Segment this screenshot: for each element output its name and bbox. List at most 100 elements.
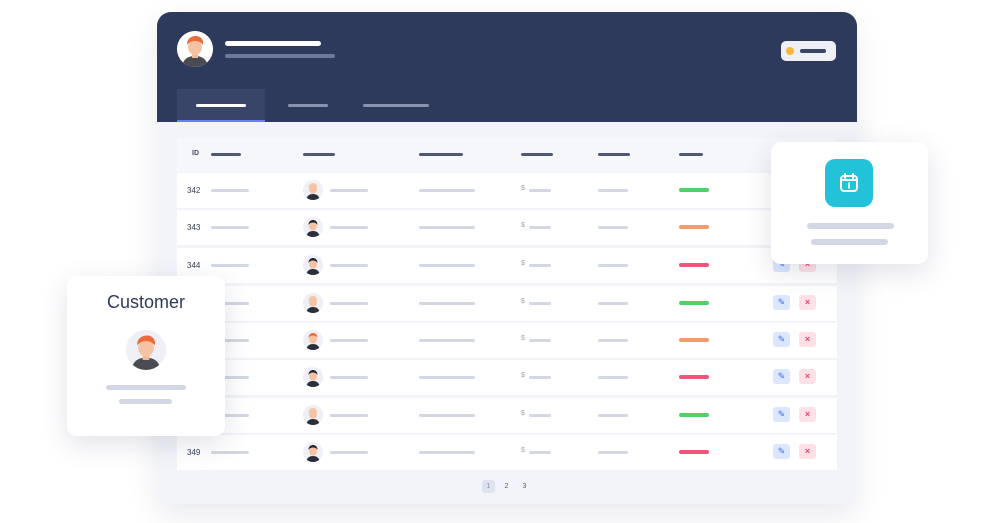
currency-symbol: $ [521, 372, 525, 379]
tab-label-placeholder [288, 104, 328, 107]
row-avatar [303, 405, 323, 425]
cell-placeholder [419, 414, 475, 417]
status-label-placeholder [800, 49, 826, 53]
cell-placeholder [598, 302, 628, 305]
cell-placeholder [211, 189, 249, 192]
cell-placeholder [419, 264, 475, 267]
edit-button[interactable]: ✎ [773, 444, 790, 459]
header-title-placeholder [225, 41, 321, 46]
close-icon: × [804, 371, 811, 381]
status-indicator [679, 375, 709, 379]
page-3-button[interactable]: 3 [522, 483, 527, 490]
table-row[interactable]: $ ✎ × [177, 323, 837, 358]
cell-placeholder [211, 302, 249, 305]
user-avatar[interactable] [177, 31, 213, 67]
pencil-icon: ✎ [777, 259, 786, 269]
cell-placeholder [598, 414, 628, 417]
cell-placeholder [330, 376, 368, 379]
delete-button[interactable]: × [799, 407, 816, 422]
row-avatar [303, 217, 323, 237]
calendar-icon [825, 159, 873, 207]
cell-placeholder [419, 302, 475, 305]
customer-card[interactable]: Customer [67, 276, 225, 436]
app-header [157, 12, 857, 122]
cell-placeholder [529, 451, 551, 454]
delete-button[interactable]: × [799, 332, 816, 347]
tab-1[interactable] [177, 89, 265, 122]
currency-symbol: $ [521, 335, 525, 342]
column-header[interactable] [303, 153, 335, 156]
table-row[interactable]: $ ✎ × [177, 360, 837, 395]
cell-placeholder [211, 451, 249, 454]
calendar-card[interactable] [771, 142, 928, 264]
pencil-icon: ✎ [777, 297, 786, 307]
row-id: 349 [187, 448, 201, 457]
customer-avatar [126, 330, 166, 370]
page-2-button[interactable]: 2 [504, 483, 509, 490]
table-row[interactable]: 342$✎× [177, 173, 837, 208]
cell-placeholder [419, 226, 475, 229]
status-indicator [679, 450, 709, 454]
cell-placeholder [330, 264, 368, 267]
table-row[interactable]: $ ✎ × [177, 286, 837, 321]
user-avatar-image [177, 31, 213, 67]
dashboard-window: ID 342$✎×343$✎×344$✎×$✎×$✎×$✎×$✎×349$✎× … [157, 12, 857, 504]
currency-symbol: $ [521, 222, 525, 229]
close-icon: × [804, 446, 811, 456]
delete-button[interactable]: × [799, 295, 816, 310]
cell-placeholder [598, 189, 628, 192]
close-icon: × [804, 259, 811, 269]
calendar-title-placeholder [807, 223, 894, 229]
edit-button[interactable]: ✎ [773, 332, 790, 347]
cell-placeholder [211, 264, 249, 267]
delete-button[interactable]: × [799, 444, 816, 459]
status-pill[interactable] [781, 41, 836, 61]
currency-symbol: $ [521, 447, 525, 454]
currency-symbol: $ [521, 185, 525, 192]
currency-symbol: $ [521, 298, 525, 305]
tab-3[interactable] [349, 89, 459, 122]
table-row[interactable]: 343$✎× [177, 210, 837, 245]
cell-placeholder [211, 376, 249, 379]
page-1-button[interactable]: 1 [482, 480, 495, 493]
row-avatar [303, 330, 323, 350]
currency-symbol: $ [521, 260, 525, 267]
cell-placeholder [529, 376, 551, 379]
delete-button[interactable]: × [799, 369, 816, 384]
status-indicator [679, 225, 709, 229]
edit-button[interactable]: ✎ [773, 407, 790, 422]
pagination: 1 2 3 [157, 478, 857, 494]
calendar-detail-placeholder [811, 239, 888, 245]
row-avatar [303, 255, 323, 275]
row-id: 344 [187, 261, 201, 270]
column-header[interactable] [419, 153, 463, 156]
cell-placeholder [330, 302, 368, 305]
currency-symbol: $ [521, 410, 525, 417]
cell-placeholder [598, 264, 628, 267]
cell-placeholder [529, 414, 551, 417]
column-header-id: ID [192, 150, 199, 157]
cell-placeholder [330, 189, 368, 192]
row-avatar [303, 442, 323, 462]
tab-label-placeholder [196, 104, 246, 107]
table-row[interactable]: 349 $ ✎ × [177, 435, 837, 470]
status-indicator [679, 188, 709, 192]
table-row[interactable]: $ ✎ × [177, 398, 837, 433]
cell-placeholder [419, 376, 475, 379]
row-avatar [303, 293, 323, 313]
cell-placeholder [598, 376, 628, 379]
status-dot-icon [786, 47, 794, 55]
edit-button[interactable]: ✎ [773, 295, 790, 310]
pencil-icon: ✎ [777, 409, 786, 419]
edit-button[interactable]: ✎ [773, 369, 790, 384]
column-header[interactable] [211, 153, 241, 156]
column-header[interactable] [598, 153, 630, 156]
column-header[interactable] [521, 153, 553, 156]
tab-2[interactable] [269, 89, 347, 122]
row-avatar [303, 180, 323, 200]
column-header[interactable] [679, 153, 703, 156]
table-row[interactable]: 344 $ ✎ × [177, 248, 837, 283]
row-id: 343 [187, 223, 201, 232]
cell-placeholder [598, 451, 628, 454]
pencil-icon: ✎ [777, 446, 786, 456]
